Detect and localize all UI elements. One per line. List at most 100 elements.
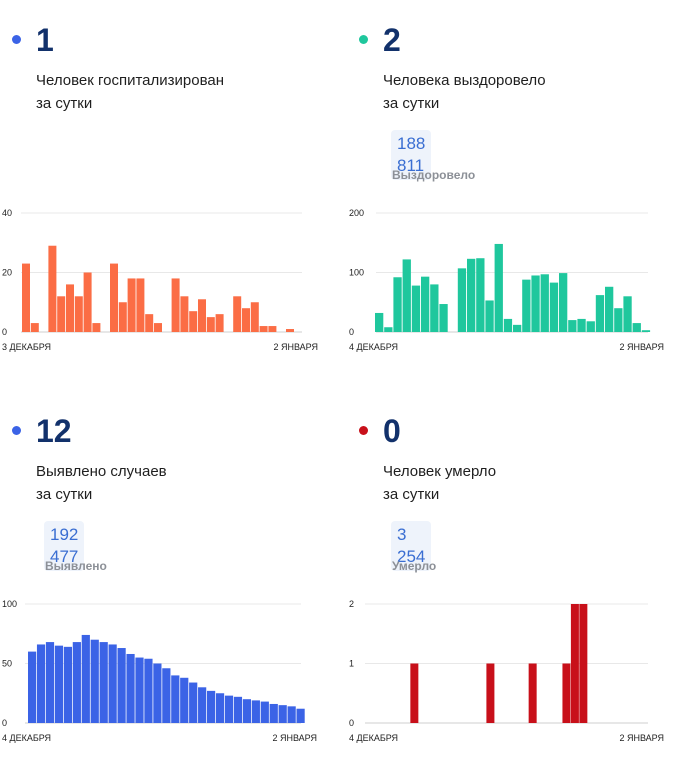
bar <box>108 644 117 723</box>
bar <box>411 285 421 332</box>
bar <box>233 696 243 723</box>
bar <box>117 648 126 723</box>
bar <box>72 642 81 723</box>
status-dot <box>359 35 368 44</box>
bar <box>439 304 448 332</box>
bar <box>614 308 623 332</box>
bar <box>224 695 234 723</box>
bar <box>486 663 495 723</box>
bar <box>81 634 90 723</box>
y-tick-label: 0 <box>2 327 7 337</box>
bar <box>260 701 269 723</box>
x-end-label: 2 ЯНВАРЯ <box>619 733 664 743</box>
bar <box>171 278 180 332</box>
total-label: Выздоровело <box>392 168 476 182</box>
status-dot <box>12 426 21 435</box>
daily-count: 0 <box>383 413 401 449</box>
bar-chart: 0 20 40 3 ДЕКАБРЯ 2 ЯНВАРЯ <box>2 208 318 352</box>
bar <box>579 604 588 723</box>
description-line-2: за сутки <box>36 95 93 112</box>
bar <box>90 639 99 723</box>
bar <box>162 668 171 723</box>
bar <box>66 284 74 332</box>
bar <box>278 705 287 723</box>
bar <box>242 308 250 332</box>
bar <box>562 663 571 723</box>
bar <box>145 314 154 332</box>
bar <box>568 320 577 332</box>
bar <box>45 642 55 723</box>
y-tick-label: 40 <box>2 208 12 218</box>
bar <box>522 279 531 332</box>
bar <box>63 646 72 723</box>
y-tick-label: 50 <box>2 659 12 669</box>
x-start-label: 4 ДЕКАБРЯ <box>349 733 398 743</box>
bar <box>180 296 189 332</box>
y-tick-label: 100 <box>349 268 364 278</box>
description-line-2: за сутки <box>383 486 440 503</box>
bar <box>286 329 294 332</box>
status-dot <box>12 35 21 44</box>
bar <box>595 295 605 332</box>
bar <box>269 703 278 723</box>
bar <box>54 645 64 723</box>
description-line-1: Человек умерло <box>383 463 497 480</box>
bar <box>250 302 259 332</box>
description-line-1: Человека выздоровело <box>383 72 546 89</box>
bar <box>632 323 641 332</box>
bar <box>215 314 224 332</box>
y-tick-label: 0 <box>349 327 354 337</box>
total-label: Выявлено <box>45 559 107 573</box>
bar <box>485 300 494 332</box>
y-tick-label: 0 <box>349 718 354 728</box>
bar <box>503 318 513 332</box>
bar <box>528 663 537 723</box>
bar <box>586 321 595 332</box>
bar <box>233 296 242 332</box>
bar <box>384 327 393 332</box>
bar <box>287 706 296 723</box>
bar <box>251 700 260 723</box>
bar <box>30 323 39 332</box>
bar <box>189 311 198 332</box>
total-value: 3 254 <box>391 521 432 571</box>
description-line-1: Человек госпитализирован <box>36 72 225 89</box>
bar <box>623 296 632 332</box>
bar <box>180 677 189 723</box>
bar <box>268 326 277 332</box>
y-tick-label: 20 <box>2 268 12 278</box>
description-line-2: за сутки <box>36 486 93 503</box>
bar <box>144 658 153 723</box>
bar <box>513 324 522 332</box>
bar <box>135 657 144 723</box>
bar <box>259 326 268 332</box>
bar <box>198 687 207 723</box>
description-line-1: Выявлено случаев <box>36 463 167 480</box>
bar <box>641 330 651 332</box>
bar <box>154 323 162 332</box>
bar <box>57 296 66 332</box>
x-start-label: 4 ДЕКАБРЯ <box>349 342 398 352</box>
daily-count: 2 <box>383 22 401 58</box>
bar <box>153 663 162 723</box>
y-tick-label: 2 <box>349 599 354 609</box>
bar <box>83 272 92 332</box>
bar <box>99 642 108 723</box>
bar <box>118 302 127 332</box>
bar <box>467 258 476 332</box>
status-dot <box>359 426 368 435</box>
y-tick-label: 0 <box>2 718 7 728</box>
bar <box>410 663 419 723</box>
bar <box>375 312 384 332</box>
bar <box>48 245 57 332</box>
bar <box>570 604 579 723</box>
bar <box>296 708 305 723</box>
bar-chart: 0 1 2 4 ДЕКАБРЯ 2 ЯНВАРЯ <box>349 599 664 743</box>
bar <box>457 268 467 332</box>
y-tick-label: 1 <box>349 659 354 669</box>
bar-chart: 0 50 100 4 ДЕКАБРЯ 2 ЯНВАРЯ <box>2 599 317 743</box>
bar <box>22 263 30 332</box>
x-end-label: 2 ЯНВАРЯ <box>272 733 317 743</box>
bar <box>430 284 439 332</box>
description-line-2: за сутки <box>383 95 440 112</box>
